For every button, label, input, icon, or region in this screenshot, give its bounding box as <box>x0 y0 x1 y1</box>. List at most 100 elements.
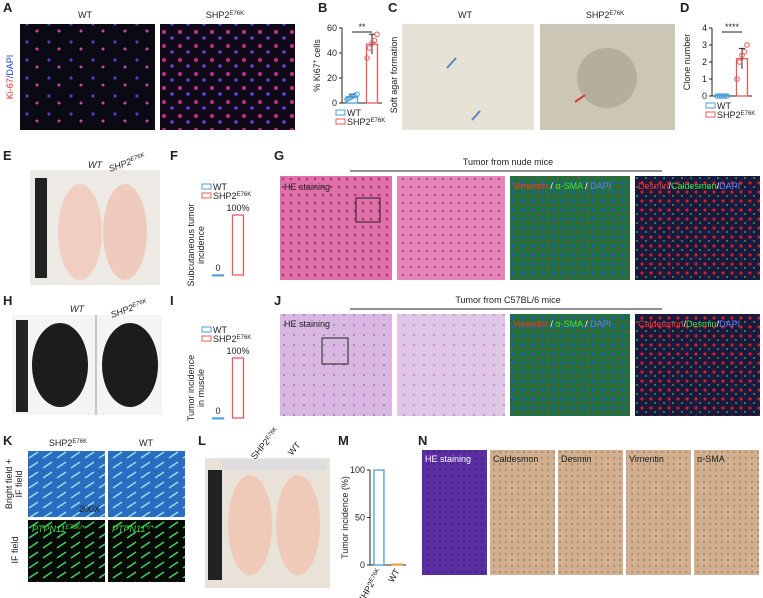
micrograph <box>108 451 185 517</box>
text: / <box>717 319 720 329</box>
column-label: WT <box>78 10 92 20</box>
genotype: PTPN11E76K/+ <box>32 524 86 534</box>
text: PTPN11 <box>112 524 145 534</box>
micrograph <box>558 450 623 575</box>
stain-label: Caldesmon/Desmin/DAPI <box>638 319 740 329</box>
bar <box>391 563 403 566</box>
magnification: 200X <box>79 504 100 514</box>
value-label: 0 <box>215 263 220 273</box>
row-label: Bright field + <box>4 459 14 509</box>
data-point <box>734 76 740 82</box>
y-tick-label: 3 <box>702 40 707 50</box>
legend-swatch <box>335 109 346 116</box>
text: WT <box>213 325 227 335</box>
text: DAPI <box>719 319 740 329</box>
y-tick-label: 2 <box>702 57 707 67</box>
stain-label: Desmin/Caldesmon/DAPI <box>638 181 740 191</box>
legend-swatch <box>201 183 212 190</box>
column-label: SHP2E76K <box>586 10 624 20</box>
superscript: E76K <box>237 335 252 341</box>
text: / <box>548 181 556 191</box>
text: α-SMA <box>555 181 583 191</box>
panel-label: C <box>388 0 398 15</box>
superscript: E76K <box>132 298 149 309</box>
micrograph <box>510 314 630 416</box>
y-tick-label: 50 <box>355 513 365 523</box>
text: Caldesmon <box>671 181 717 191</box>
text: / <box>548 319 556 329</box>
panel-label: D <box>680 0 689 15</box>
data-point <box>366 45 373 51</box>
text: SHP2 <box>206 10 230 20</box>
significance: **** <box>725 22 740 32</box>
data-point <box>364 55 370 61</box>
data-point <box>744 42 750 48</box>
panel-label: L <box>198 433 206 448</box>
micrograph <box>280 176 392 280</box>
panel-label: G <box>274 148 284 163</box>
arrow <box>471 110 481 121</box>
inset-box <box>355 197 381 223</box>
micrograph <box>694 450 759 575</box>
panel-label: B <box>318 0 327 15</box>
text: DAPI <box>590 319 611 329</box>
micrograph <box>397 176 505 280</box>
axis-label: % Ki67+ cells <box>312 39 322 92</box>
column-label: WT <box>88 160 103 170</box>
y-tick-label: 60 <box>327 23 337 33</box>
data-point <box>724 93 730 99</box>
bar <box>211 417 225 420</box>
column-label: WT <box>70 304 85 314</box>
text: Tumor incidence (%) <box>340 476 350 559</box>
micrograph <box>28 451 105 517</box>
value-label: 100% <box>226 203 249 213</box>
text: / <box>684 319 687 329</box>
panel-label: I <box>170 293 174 308</box>
text: % Ki67 <box>312 63 322 92</box>
legend-entry: SHP2E76K <box>213 191 251 201</box>
legend-swatch <box>201 192 212 199</box>
superscript: E76K <box>369 568 382 584</box>
superscript: + <box>313 59 319 63</box>
arrow <box>446 57 457 69</box>
column-label: WT <box>286 440 303 458</box>
stain-label: HE staining <box>425 454 471 464</box>
stain-label: Vimentin <box>629 454 664 464</box>
legend-swatch <box>705 111 716 118</box>
column-label: SHP2E76K <box>206 10 244 20</box>
bar <box>211 274 225 277</box>
column-label: WT <box>458 10 472 20</box>
stain-label: Desmin <box>561 454 592 464</box>
stain-label: Caldesmon <box>493 454 539 464</box>
micrograph <box>280 314 392 416</box>
bar <box>373 469 385 566</box>
arrow <box>574 94 586 103</box>
text: WT <box>347 108 361 118</box>
y-tick-label: 0 <box>332 98 337 108</box>
legend-entry: WT <box>213 325 227 335</box>
superscript: E76K <box>609 11 624 17</box>
text: Tumor incidence <box>186 355 196 421</box>
mouse <box>276 475 320 575</box>
column-label: SHP2E76K <box>249 426 281 462</box>
y-tick-label: 0 <box>360 560 365 570</box>
panel-label: F <box>170 148 178 163</box>
panel-label: H <box>3 293 12 308</box>
legend-swatch <box>201 326 212 333</box>
legend-swatch <box>335 118 346 125</box>
superscript: E76K <box>371 118 386 124</box>
micrograph <box>635 176 760 280</box>
panel-label: M <box>338 433 349 448</box>
panel-label: A <box>3 0 13 15</box>
superscript: E76K <box>741 111 756 117</box>
text: SHP2 <box>49 438 73 448</box>
text: Subcutaneous tumor <box>186 203 196 286</box>
genotype: PTPN11+/+ <box>112 524 155 534</box>
y-tick-label: 0 <box>702 91 707 101</box>
row-label: IF field <box>14 470 24 497</box>
mouse <box>58 184 102 280</box>
data-point <box>741 49 748 55</box>
legend-entry: WT <box>717 101 731 111</box>
superscript: E76K <box>265 426 279 441</box>
